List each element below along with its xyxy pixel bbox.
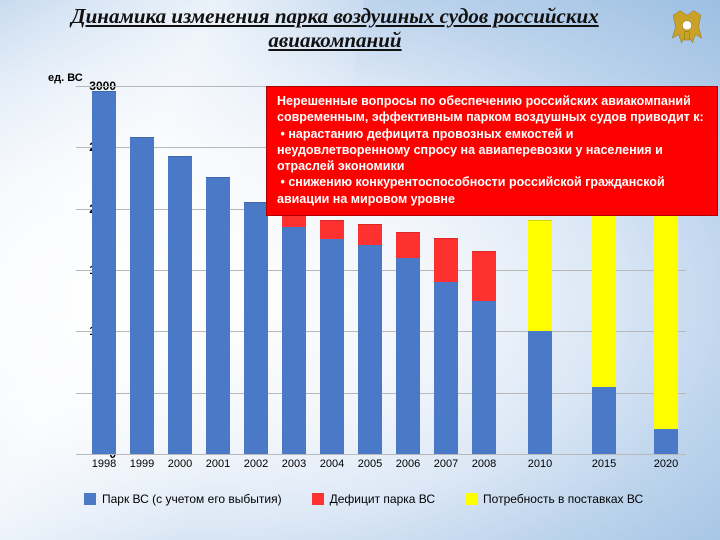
plot-area: 1998199920002001200220032004200520062007… bbox=[76, 86, 686, 454]
bar-segment-park bbox=[168, 156, 192, 454]
callout-text: Нерешенные вопросы по обеспечению россий… bbox=[277, 94, 704, 206]
x-tick-label: 2006 bbox=[388, 458, 428, 470]
callout-box: Нерешенные вопросы по обеспечению россий… bbox=[266, 86, 718, 216]
x-tick-label: 2015 bbox=[584, 458, 624, 470]
legend: Парк ВС (с учетом его выбытия) Дефицит па… bbox=[84, 492, 674, 506]
x-tick-label: 2010 bbox=[520, 458, 560, 470]
legend-swatch bbox=[84, 493, 96, 505]
bar-segment-park bbox=[434, 281, 458, 454]
bar-segment-park bbox=[244, 202, 268, 454]
legend-label: Потребность в поставках ВС bbox=[483, 492, 643, 506]
x-tick-label: 2002 bbox=[236, 458, 276, 470]
legend-label: Парк ВС (с учетом его выбытия) bbox=[102, 492, 282, 506]
legend-item: Дефицит парка ВС bbox=[312, 492, 435, 506]
bar-segment-park bbox=[206, 177, 230, 454]
emblem-icon bbox=[664, 6, 710, 52]
x-tick-label: 1998 bbox=[84, 458, 124, 470]
page-title: Динамика изменения парка воздушных судов… bbox=[10, 4, 660, 52]
x-tick-label: 2004 bbox=[312, 458, 352, 470]
bar-segment-park bbox=[282, 226, 306, 454]
x-tick-label: 1999 bbox=[122, 458, 162, 470]
bar-segment-park bbox=[320, 238, 344, 454]
x-tick-label: 2020 bbox=[646, 458, 686, 470]
x-tick-label: 2001 bbox=[198, 458, 238, 470]
x-tick-label: 2005 bbox=[350, 458, 390, 470]
chart-container: ед. ВС 050010001500200025003000 19981999… bbox=[34, 70, 690, 510]
bar-segment-park bbox=[472, 300, 496, 454]
legend-item: Парк ВС (с учетом его выбытия) bbox=[84, 492, 282, 506]
bar-segment-park bbox=[528, 330, 552, 454]
legend-swatch bbox=[465, 493, 477, 505]
bar-segment-deficit bbox=[472, 251, 496, 301]
y-axis-unit: ед. ВС bbox=[48, 72, 83, 84]
legend-item: Потребность в поставках ВС bbox=[465, 492, 643, 506]
x-tick-label: 2000 bbox=[160, 458, 200, 470]
bar-segment-deficit bbox=[282, 214, 306, 227]
bar-segment-need bbox=[528, 220, 552, 331]
bar-segment-deficit bbox=[320, 220, 344, 239]
x-tick-label: 2007 bbox=[426, 458, 466, 470]
bar-segment-deficit bbox=[358, 224, 382, 246]
slide-root: Динамика изменения парка воздушных судов… bbox=[0, 0, 720, 540]
bar-segment-park bbox=[130, 137, 154, 454]
bar-segment-park bbox=[358, 244, 382, 454]
x-tick-label: 2008 bbox=[464, 458, 504, 470]
gridline bbox=[76, 454, 686, 455]
bar-segment-park bbox=[396, 257, 420, 454]
x-tick-label: 2003 bbox=[274, 458, 314, 470]
bar-segment-deficit bbox=[396, 232, 420, 258]
bar-segment-park bbox=[654, 428, 678, 454]
legend-label: Дефицит парка ВС bbox=[330, 492, 435, 506]
legend-swatch bbox=[312, 493, 324, 505]
bar-segment-park bbox=[92, 91, 116, 454]
bar-segment-deficit bbox=[434, 238, 458, 282]
bar-segment-park bbox=[592, 386, 616, 454]
